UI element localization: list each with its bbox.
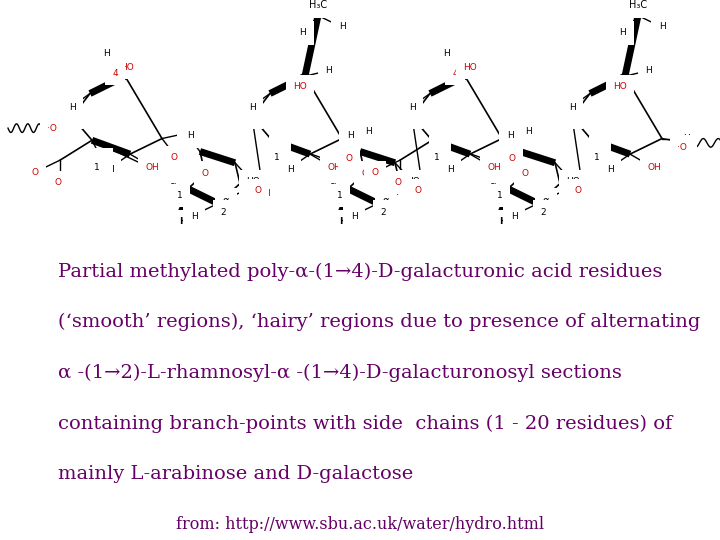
Text: 1: 1 [594,153,600,162]
Text: H: H [569,103,575,112]
Text: α: α [597,144,603,154]
Text: H: H [351,212,357,221]
Text: α: α [543,196,549,206]
Text: H: H [444,49,451,58]
Text: 1: 1 [94,164,100,172]
Text: OH: OH [647,163,661,172]
Text: α: α [383,196,390,206]
Text: ·O: ·O [47,124,57,133]
Text: 4: 4 [452,69,458,78]
Text: O: O [575,186,582,195]
Text: O: O [32,168,38,177]
Text: 2: 2 [220,208,226,217]
Text: H: H [525,127,531,136]
Text: 1: 1 [434,153,440,162]
Text: α: α [99,156,105,166]
Text: α -(1→2)-L-rhamnosyl-α -(1→4)-D-galacturonosyl sections: α -(1→2)-L-rhamnosyl-α -(1→4)-D-galactur… [58,364,621,382]
Text: O: O [254,186,261,195]
Text: α: α [330,181,336,191]
Text: OH: OH [257,190,271,199]
Text: HO: HO [293,82,307,91]
Text: HO: HO [406,177,420,186]
Text: 2: 2 [380,208,386,217]
Text: 1: 1 [177,191,183,200]
Text: H: H [300,29,307,37]
Text: H: H [346,131,354,140]
Text: H: H [325,66,333,75]
Text: H: H [107,165,113,174]
Text: HO: HO [566,177,580,186]
Text: O: O [202,168,209,178]
Text: O: O [361,168,369,178]
Text: H: H [287,165,293,174]
Text: HO: HO [463,63,477,72]
Text: O: O [521,168,528,178]
Text: from: http://www.sbu.ac.uk/water/hydro.html: from: http://www.sbu.ac.uk/water/hydro.h… [176,516,544,532]
Text: O: O [408,112,415,122]
Text: H: H [646,66,652,75]
Text: O: O [395,178,402,187]
Text: O: O [346,154,353,163]
Text: α: α [276,144,283,154]
Polygon shape [338,189,348,214]
Text: H: H [507,131,513,140]
Text: ·O: ·O [677,143,687,152]
Text: HO: HO [246,177,260,186]
Text: H: H [607,165,613,174]
Polygon shape [178,189,188,214]
Text: α: α [222,196,229,206]
Text: H: H [446,165,454,174]
Text: H: H [620,29,626,37]
Text: Partial methylated poly-α-(1→4)-D-galacturonic acid residues: Partial methylated poly-α-(1→4)-D-galact… [58,262,662,281]
Text: H: H [499,217,507,226]
Text: containing branch-points with side  chains (1 - 20 residues) of: containing branch-points with side chain… [58,414,672,433]
Text: O: O [171,153,178,162]
Text: O: O [569,112,575,122]
Text: HO: HO [413,190,427,199]
Text: H: H [179,217,186,226]
Text: O: O [68,112,76,122]
Text: mainly L-arabinose and D-galactose: mainly L-arabinose and D-galactose [58,465,413,483]
Text: H: H [338,22,346,31]
Text: 4: 4 [112,69,118,78]
Text: 1: 1 [337,191,343,200]
Text: H: H [364,127,372,136]
Text: H: H [104,49,110,58]
Text: H: H [510,212,518,221]
Text: O: O [508,154,516,163]
Text: H: H [339,217,347,226]
Text: OH: OH [145,164,159,172]
Text: O: O [55,178,61,187]
Text: H: H [184,127,192,136]
Text: H: H [659,22,665,31]
Text: O: O [415,186,421,195]
Polygon shape [498,189,508,214]
Text: HO: HO [573,190,587,199]
Text: (‘smooth’ regions), ‘hairy’ regions due to presence of alternating: (‘smooth’ regions), ‘hairy’ regions due … [58,313,700,332]
Text: H: H [409,103,415,112]
Text: 1: 1 [497,191,503,200]
Text: H: H [186,131,194,140]
Text: α: α [170,181,176,191]
Text: OH: OH [327,163,341,172]
Text: OH: OH [487,163,501,172]
Text: H₃C: H₃C [629,0,647,10]
Text: H: H [191,212,197,221]
Text: H: H [683,134,689,143]
Text: H: H [68,103,76,112]
Text: O: O [372,168,379,177]
Text: α: α [490,181,496,191]
Text: 1: 1 [274,153,280,162]
Text: 2: 2 [540,208,546,217]
Text: O: O [248,112,256,122]
Text: H: H [248,103,256,112]
Text: H₃C: H₃C [309,0,327,10]
Text: HO: HO [120,63,134,72]
Text: α: α [437,144,444,154]
Text: HO: HO [613,82,627,91]
